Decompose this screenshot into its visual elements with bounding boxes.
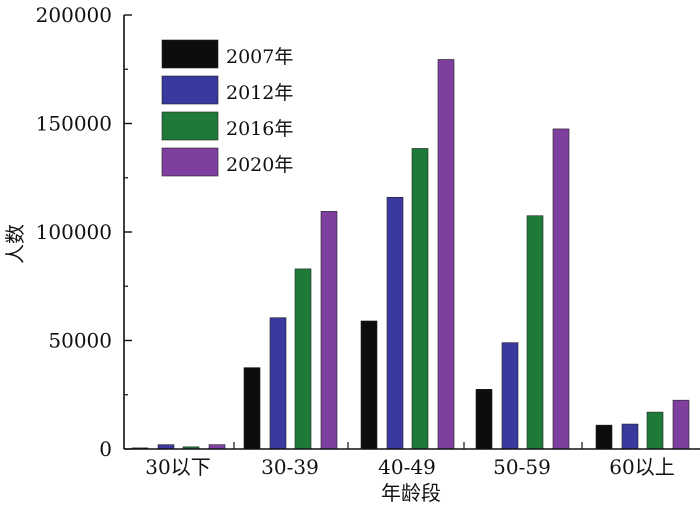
y-tick-label: 200000 xyxy=(36,3,112,27)
bar-2020年-40-49 xyxy=(437,59,455,450)
x-axis-title: 年龄段 xyxy=(381,481,441,505)
bar-2012年-60以上 xyxy=(621,423,639,450)
legend-label-2012年: 2012年 xyxy=(226,82,293,104)
bar-2012年-30-39 xyxy=(269,317,287,450)
bar-2016年-30-39 xyxy=(294,268,312,450)
x-tick-label: 30以下 xyxy=(145,455,210,479)
bar-2016年-40-49 xyxy=(411,148,429,450)
legend-swatch-2020年 xyxy=(161,147,219,177)
y-ticks: 0 50000 100000 150000 200000 xyxy=(36,3,132,461)
x-tick-label: 40-49 xyxy=(378,455,436,479)
legend-swatch-2012年 xyxy=(161,75,219,105)
y-tick-label: 150000 xyxy=(36,112,112,136)
legend-label-2020年: 2020年 xyxy=(226,154,293,176)
legend-swatch-2016年 xyxy=(161,111,219,141)
legend: 2007年 2012年 2016年 2020年 xyxy=(161,39,293,177)
bar-2020年-60以上 xyxy=(672,399,690,450)
y-tick-label: 50000 xyxy=(48,329,112,353)
legend-label-2007年: 2007年 xyxy=(226,46,293,68)
x-ticks: 30以下 30-39 40-49 50-59 60以上 xyxy=(145,442,675,479)
bar-2016年-60以上 xyxy=(646,411,664,450)
bar-2007年-50-59 xyxy=(475,389,493,450)
x-tick-label: 60以上 xyxy=(609,455,674,479)
bar-2007年-40-49 xyxy=(360,320,378,450)
legend-label-2016年: 2016年 xyxy=(226,118,293,140)
legend-swatch-2007年 xyxy=(161,39,219,69)
bar-2007年-30-39 xyxy=(243,367,261,450)
x-tick-label: 30-39 xyxy=(261,455,319,479)
bar-2016年-50-59 xyxy=(526,215,544,450)
bars-layer xyxy=(131,59,690,450)
y-tick-label: 0 xyxy=(99,437,112,461)
bar-2012年-40-49 xyxy=(386,196,404,450)
x-tick-label: 50-59 xyxy=(493,455,551,479)
bar-2007年-60以上 xyxy=(595,424,613,450)
bar-2020年-30-39 xyxy=(320,211,338,450)
y-axis-title: 人数 xyxy=(3,224,27,264)
y-tick-label: 100000 xyxy=(36,220,112,244)
bar-2012年-50-59 xyxy=(501,342,519,450)
bar-2020年-50-59 xyxy=(552,128,570,450)
